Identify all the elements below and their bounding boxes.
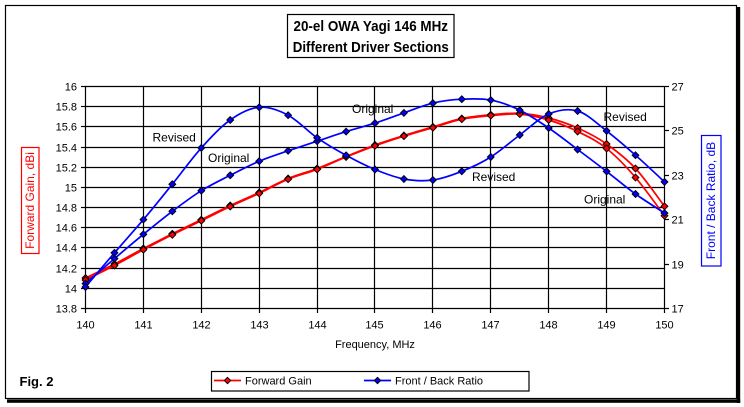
svg-text:Frequency, MHz: Frequency, MHz: [335, 339, 415, 351]
svg-text:145: 145: [365, 320, 383, 332]
svg-text:148: 148: [539, 320, 557, 332]
svg-text:Forward Gain: Forward Gain: [245, 375, 312, 387]
svg-text:15: 15: [65, 182, 77, 194]
svg-text:Front / Back Ratio: Front / Back Ratio: [395, 375, 483, 387]
svg-text:144: 144: [308, 320, 326, 332]
svg-text:Original: Original: [352, 102, 393, 116]
svg-text:27: 27: [672, 81, 684, 93]
svg-text:Different Driver Sections: Different Driver Sections: [293, 39, 449, 56]
svg-text:14: 14: [65, 283, 77, 295]
svg-text:Revised: Revised: [472, 170, 515, 184]
svg-text:14.2: 14.2: [56, 263, 77, 275]
svg-text:146: 146: [423, 320, 441, 332]
svg-text:14.6: 14.6: [56, 222, 77, 234]
svg-text:143: 143: [250, 320, 268, 332]
svg-text:23: 23: [672, 170, 684, 182]
svg-text:142: 142: [192, 320, 210, 332]
svg-text:15.8: 15.8: [56, 101, 77, 113]
svg-text:17: 17: [672, 303, 684, 315]
svg-text:Revised: Revised: [153, 131, 196, 145]
svg-text:Revised: Revised: [604, 110, 647, 124]
svg-text:15.2: 15.2: [56, 162, 77, 174]
svg-text:19: 19: [672, 259, 684, 271]
svg-text:25: 25: [672, 125, 684, 137]
svg-text:141: 141: [134, 320, 152, 332]
svg-text:Fig. 2: Fig. 2: [20, 374, 54, 389]
svg-text:15.4: 15.4: [56, 142, 77, 154]
svg-text:147: 147: [481, 320, 499, 332]
svg-text:Forward Gain, dBi: Forward Gain, dBi: [23, 152, 37, 249]
svg-text:21: 21: [672, 214, 684, 226]
svg-text:150: 150: [655, 320, 673, 332]
svg-text:15.6: 15.6: [56, 121, 77, 133]
svg-text:140: 140: [76, 320, 94, 332]
svg-text:20-el OWA Yagi 146 MHz: 20-el OWA Yagi 146 MHz: [294, 18, 449, 35]
svg-text:Front / Back Ratio, dB: Front / Back Ratio, dB: [704, 142, 718, 259]
svg-text:14.8: 14.8: [56, 202, 77, 214]
svg-text:13.8: 13.8: [56, 303, 77, 315]
svg-text:16: 16: [65, 81, 77, 93]
svg-text:Original: Original: [208, 151, 249, 165]
svg-text:149: 149: [597, 320, 615, 332]
svg-text:Original: Original: [584, 193, 625, 207]
svg-text:14.4: 14.4: [56, 242, 77, 254]
